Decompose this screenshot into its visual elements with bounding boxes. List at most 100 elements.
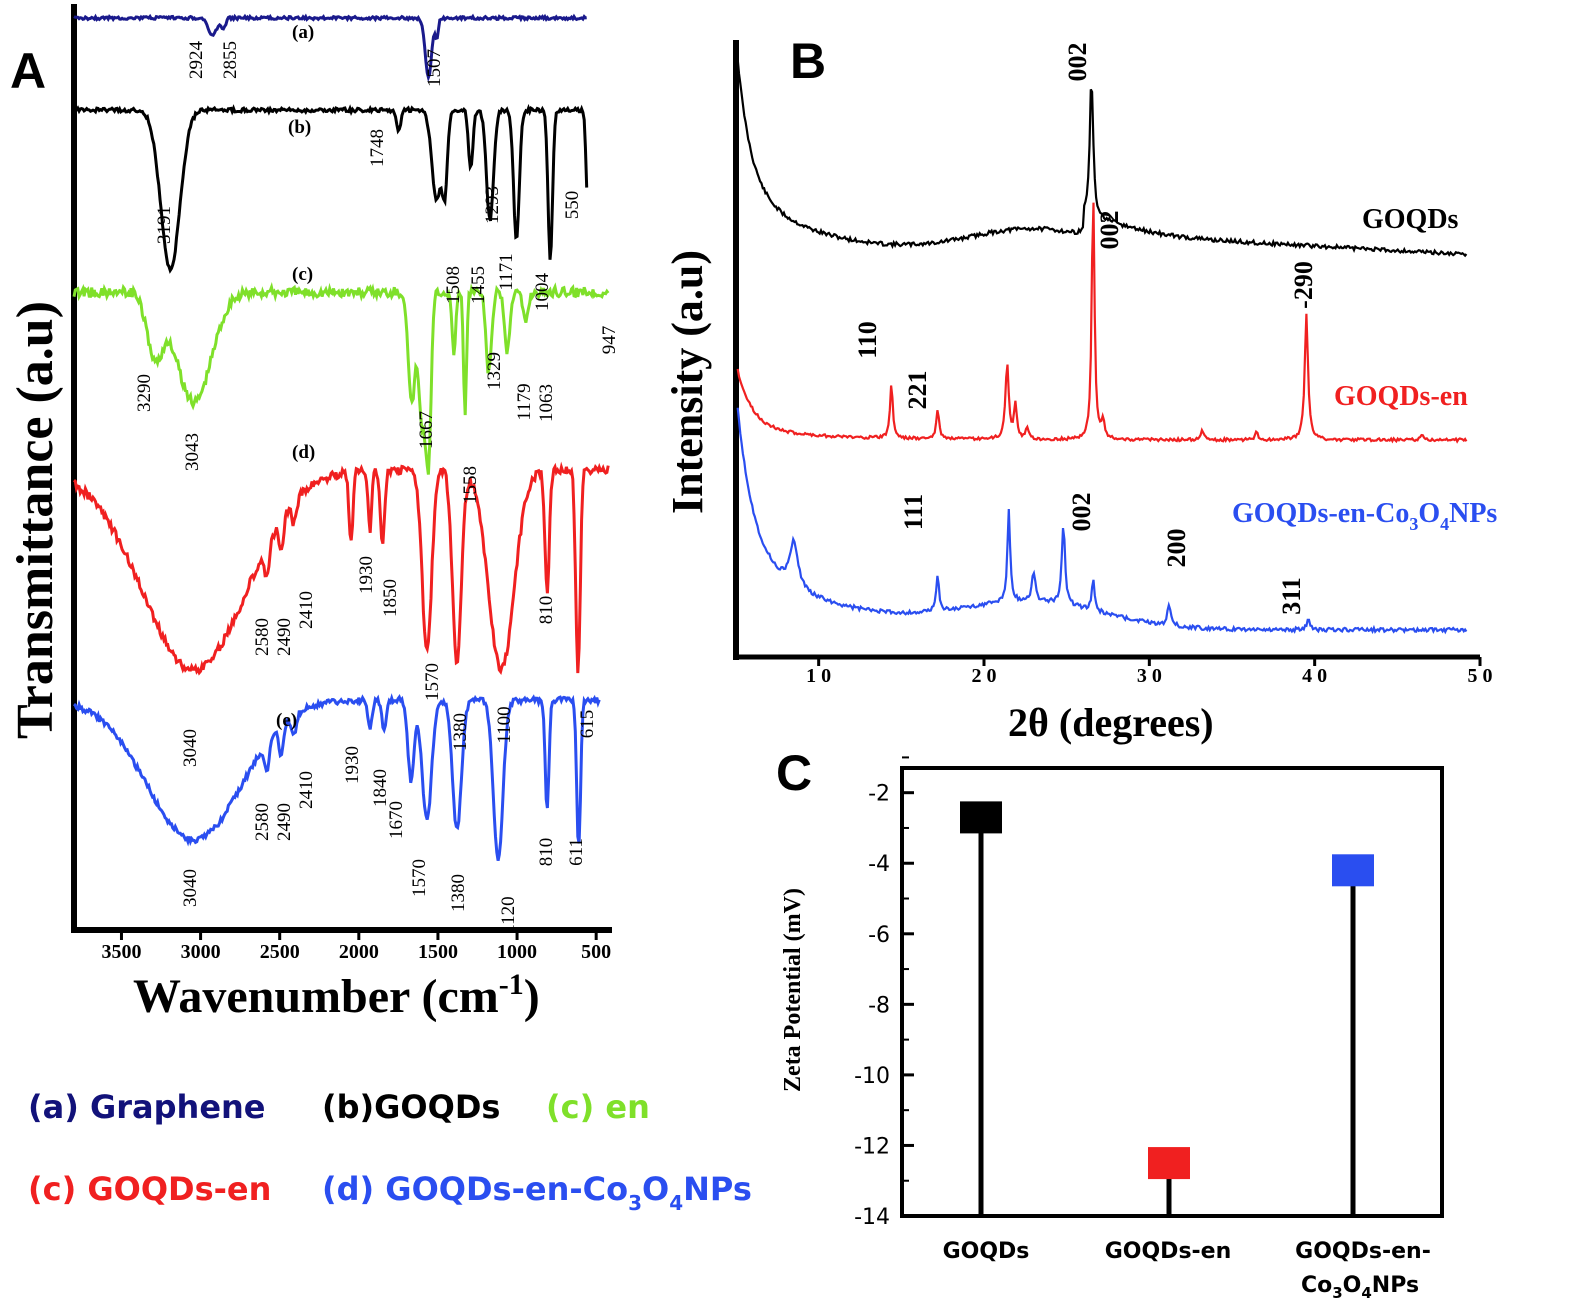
ftir-tag-d: (d): [292, 442, 315, 463]
ftir-annotation-d-615: 615: [577, 710, 598, 739]
xrd-peak-label-311: 311: [1277, 577, 1306, 615]
xrd-peak-label-111: 111: [899, 494, 928, 530]
ftir-annotation-d-2580: 2580: [252, 618, 273, 656]
panel-c-tick-label: -8: [868, 993, 890, 1018]
xrd-label-goqds: GOQDs: [1362, 204, 1459, 235]
legend-goqds-en: (c) GOQDs-en: [28, 1170, 271, 1208]
panel-c-cat-3-prefix: Co: [1301, 1273, 1332, 1298]
ftir-annotation-b-1508: 1508: [443, 266, 464, 304]
legend-co3o4-sub1: 3: [628, 1191, 642, 1215]
ftir-tag-c: (c): [292, 264, 313, 285]
panel-a-tick-label: 3000: [181, 941, 221, 963]
ftir-annotation-e-1120: 1120: [498, 896, 519, 933]
panel-a-xlabel: Wavenumber (cm-1): [133, 968, 540, 1023]
ftir-series-a: [73, 13, 587, 83]
panel-b-ticks: [817, 657, 1482, 666]
panel-a-ticks: [119, 930, 598, 940]
xrd-peak-label-221: 221: [903, 371, 932, 410]
zeta-point-goqds-en-co3o4nps: [1332, 854, 1374, 887]
panel-c-cat-3-line2: Co3O4NPs: [1301, 1273, 1419, 1302]
panel-b-tick-label: 1 0: [806, 665, 831, 687]
xrd-series-goqds: [736, 59, 1468, 258]
panel-a-xlabel-sup: -1: [499, 968, 524, 1001]
legend-goqds: (b)GOQDs: [322, 1088, 500, 1126]
panel-c-ylabel: Zeta Potential (mV): [780, 888, 806, 1092]
panel-b-tick-labels: 1 0 2 0 3 0 4 0 5 0: [806, 665, 1492, 687]
xrd-peak-label-002: 002: [1063, 43, 1092, 82]
xrd-series-goqds-en: [736, 202, 1468, 444]
ftir-series-b: [72, 103, 589, 274]
panel-c-tick-label: -10: [854, 1064, 890, 1089]
legend-co3o4: (d) GOQDs-en-Co3O4NPs: [322, 1170, 752, 1215]
ftir-annotation-d-1850: 1850: [380, 579, 401, 617]
panel-b-ylabel: Intensity (a.u): [663, 250, 712, 514]
ftir-annotation-b-3191: 3191: [154, 206, 175, 244]
panel-a-tick-label: 500: [581, 941, 611, 963]
panel-c-categories: GOQDs GOQDs-en GOQDs-en- Co3O4NPs: [943, 1239, 1431, 1302]
ftir-annotation-b-1455: 1455: [468, 266, 489, 304]
panel-c-cat-3-sub2: 4: [1361, 1284, 1371, 1302]
xrd-peak-label--290: -290: [1289, 261, 1318, 309]
ftir-annotation-e-2580: 2580: [252, 803, 273, 841]
ftir-annotation-e-1670: 1670: [386, 801, 407, 839]
panel-b-tick-label: 3 0: [1137, 665, 1162, 687]
panel-c-tick-label: -4: [868, 852, 890, 877]
ftir-annotation-d-1380: 1380: [450, 713, 471, 751]
ftir-annotation-d-2410: 2410: [296, 591, 317, 629]
panel-c-tick-label: -14: [854, 1205, 890, 1230]
ftir-annotation-b-550: 550: [562, 191, 583, 220]
ftir-annotation-d-810: 810: [536, 596, 557, 625]
panel-a: A Transmittance (a.u) 3500 3000 2500 2000 15…: [7, 4, 620, 1023]
panel-a-tick-labels: 3500 3000 2500 2000 1500 1000 500: [101, 941, 611, 963]
ftir-annotation-d-2490: 2490: [274, 618, 295, 656]
xrd-label-goqds-en: GOQDs-en: [1334, 381, 1468, 412]
xrd-label-co3o4: GOQDs-en-Co3O4NPs: [1232, 498, 1497, 534]
legend-co3o4-suffix: NPs: [683, 1170, 752, 1208]
xrd-label-co3o4-suffix: NPs: [1449, 498, 1497, 529]
panel-c-cat-2: GOQDs-en: [1105, 1239, 1232, 1264]
ftir-annotation-a-2855: 2855: [220, 41, 241, 79]
legend-graphene: (a) Graphene: [28, 1088, 266, 1126]
panel-a-tick-label: 1000: [497, 941, 537, 963]
xrd-peak-label-110: 110: [853, 321, 882, 359]
ftir-annotation-c-1329: 1329: [484, 352, 505, 390]
ftir-annotation-c-3290: 3290: [134, 374, 155, 412]
panel-a-xlabel-end: ): [524, 970, 540, 1023]
panel-c-tick-label: -12: [854, 1134, 890, 1159]
xrd-peak-label-002: 002: [1095, 211, 1124, 250]
ftir-series-c: [72, 282, 610, 475]
ftir-annotation-d-1930: 1930: [356, 556, 377, 594]
zeta-point-goqds: [960, 801, 1002, 834]
panel-c-tick-label: -6: [868, 923, 890, 948]
ftir-annotation-b-1004: 1004: [532, 273, 553, 312]
panel-c-tick-labels: -2 -4 -6 -8 -10 -12 -14: [854, 782, 890, 1230]
panel-b-tick-label: 2 0: [972, 665, 997, 687]
ftir-series-d: [73, 461, 610, 676]
panel-b-letter: B: [790, 33, 826, 89]
ftir-annotations: 2924 2855 1507 3191 1748 1508 1455 1293 1171 1004…: [134, 41, 620, 934]
ftir-annotation-d-1100: 1100: [494, 706, 515, 743]
ftir-annotation-c-1063: 1063: [536, 384, 557, 422]
panel-c-cat-3-mid: O: [1343, 1273, 1362, 1298]
panel-a-xlabel-main: Wavenumber (cm: [133, 970, 499, 1023]
panel-a-tick-label: 2500: [260, 941, 300, 963]
ftir-annotation-c-1667: 1667: [416, 411, 437, 449]
ftir-annotation-e-1570: 1570: [409, 859, 430, 897]
xrd-label-co3o4-prefix: GOQDs-en-Co: [1232, 498, 1409, 529]
ftir-annotation-b-1293: 1293: [482, 186, 503, 224]
panel-b: B Intensity (a.u) 1 0 2 0 3 0 4 0 5 0 2θ (de…: [663, 33, 1497, 745]
ftir-annotation-a-2924: 2924: [186, 41, 207, 80]
panel-a-tick-label: 1500: [418, 941, 458, 963]
panel-b-xlabel: 2θ (degrees): [1008, 700, 1214, 745]
panel-c-letter: C: [776, 745, 812, 801]
ftir-annotation-e-2410: 2410: [296, 771, 317, 809]
xrd-label-co3o4-sub2: 4: [1440, 514, 1449, 534]
legend: (a) Graphene (b)GOQDs (c) en (c) GOQDs-e…: [28, 1088, 752, 1215]
ftir-annotation-e-1380: 1380: [448, 874, 469, 912]
ftir-annotation-e-1840: 1840: [370, 769, 391, 807]
panel-b-tick-label: 4 0: [1302, 665, 1327, 687]
ftir-annotation-e-611: 611: [566, 838, 587, 866]
ftir-annotation-d-3040: 3040: [180, 729, 201, 767]
ftir-tag-a: (a): [292, 22, 314, 43]
